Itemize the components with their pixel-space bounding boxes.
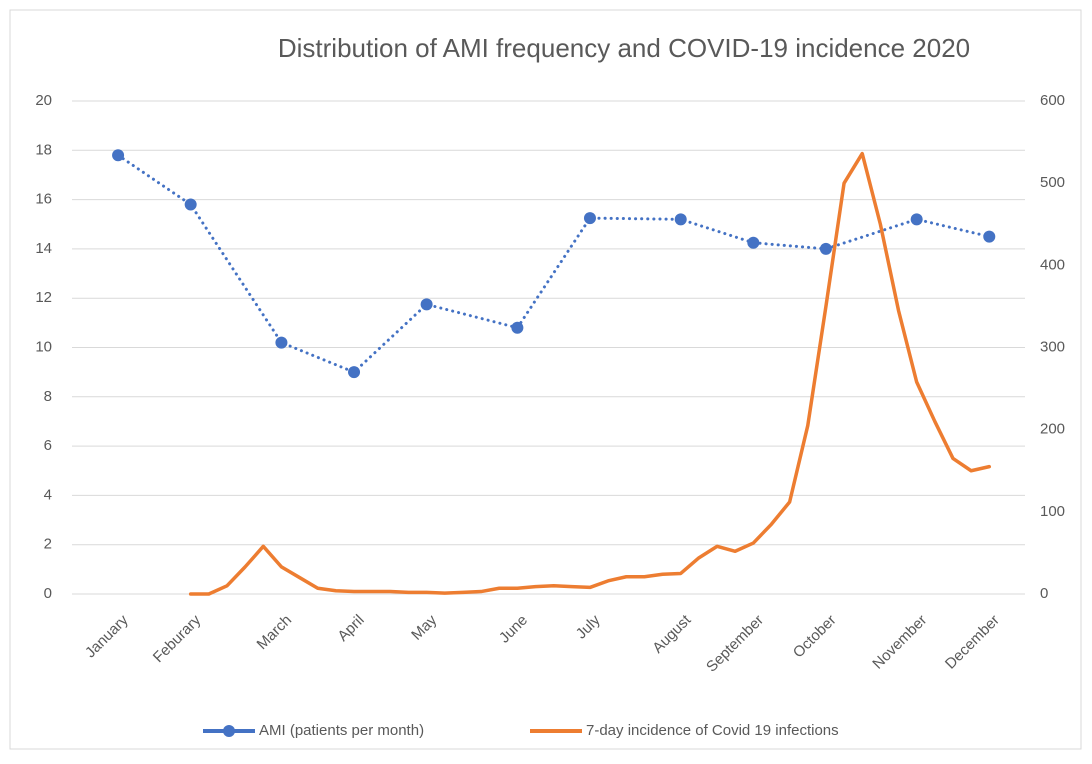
series-marker: [184, 198, 197, 211]
y-tick-label: 18: [35, 141, 52, 158]
series-marker: [112, 149, 125, 162]
y-tick-label: 4: [44, 486, 52, 503]
y-tick-label: 6: [44, 437, 52, 454]
series-marker: [420, 298, 433, 311]
y-tick-label: 10: [35, 338, 52, 355]
y-tick-label: 0: [44, 585, 52, 602]
series-marker: [275, 336, 288, 349]
legend-marker: [223, 725, 235, 737]
series-marker: [511, 321, 524, 334]
series-marker: [348, 366, 361, 379]
y-tick-label: 20: [35, 92, 52, 109]
y2-tick-label: 200: [1040, 421, 1065, 438]
series-line: [116, 153, 991, 374]
series-marker: [819, 242, 832, 255]
y2-tick-label: 0: [1040, 585, 1048, 602]
y2-tick-label: 500: [1040, 174, 1065, 191]
series-line: [188, 151, 992, 596]
y2-tick-label: 400: [1040, 256, 1065, 273]
series-marker: [583, 212, 596, 225]
chart-title: Distribution of AMI frequency and COVID-…: [278, 33, 970, 63]
y-tick-label: 8: [44, 388, 52, 405]
series-marker: [674, 213, 687, 226]
y-tick-label: 2: [44, 536, 52, 553]
y2-tick-label: 600: [1040, 92, 1065, 109]
y-tick-label: 16: [35, 191, 52, 208]
series-marker: [910, 213, 923, 226]
series-marker: [747, 236, 760, 249]
y2-tick-label: 300: [1040, 338, 1065, 355]
chart-border: [9, 9, 1082, 750]
y-tick-label: 14: [35, 240, 52, 257]
legend-label: AMI (patients per month): [259, 722, 424, 739]
legend-label: 7-day incidence of Covid 19 infections: [586, 722, 839, 739]
y-tick-label: 12: [35, 289, 52, 306]
y2-tick-label: 100: [1040, 503, 1065, 520]
series-marker: [983, 230, 996, 243]
